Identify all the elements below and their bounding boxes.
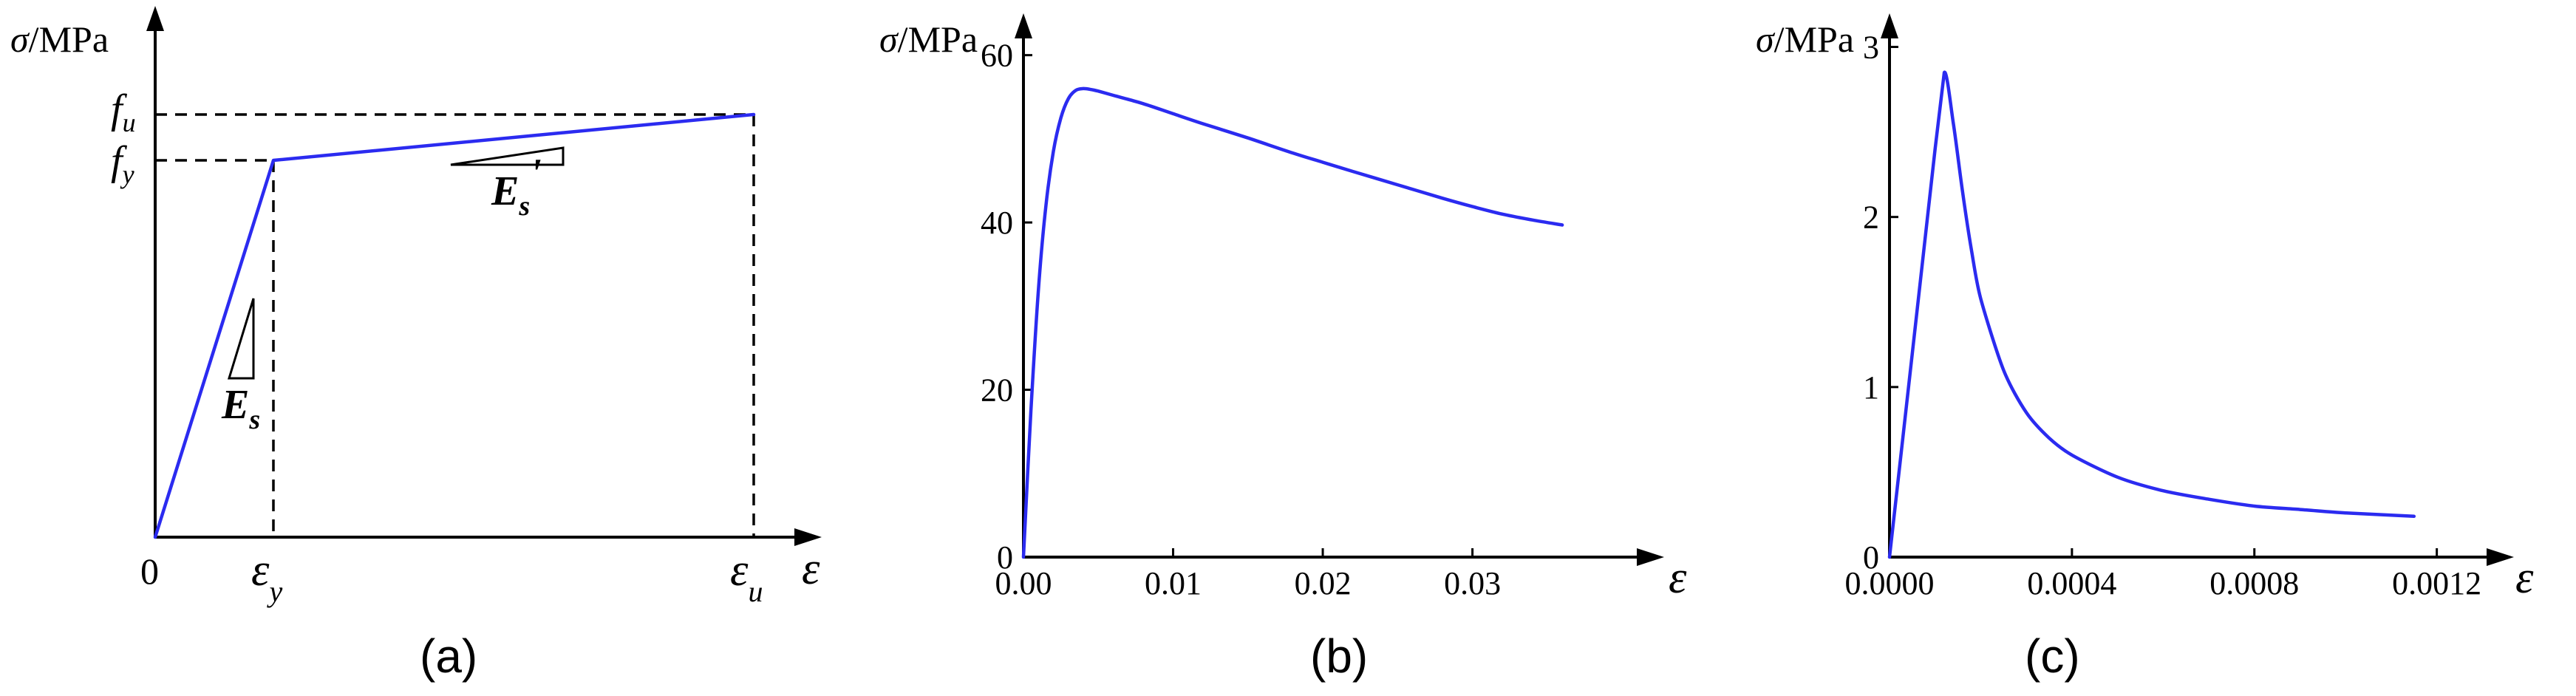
- panel-a-Es-prime-label: Es': [491, 151, 542, 222]
- panel-b: 0.00 0.01 0.02 0.03 0 20 40 60 σ/MPa ε (b): [879, 13, 1687, 683]
- panel-c-x-axis-label: ε: [2515, 553, 2534, 603]
- x-tick-label: 0.00: [995, 565, 1052, 601]
- panel-c-x-axis-arrow: [2487, 548, 2514, 566]
- panel-c-y-axis-arrow: [1881, 13, 1898, 38]
- y-tick-label: 3: [1863, 30, 1879, 66]
- panel-c-ticks: 0.0000 0.0004 0.0008 0.0012 0 1 2 3: [1845, 30, 2482, 601]
- y-tick-label: 0: [1863, 539, 1879, 576]
- y-tick-label: 2: [1863, 199, 1879, 236]
- y-tick-label: 40: [981, 205, 1013, 241]
- panel-a-label: (a): [420, 630, 477, 683]
- panel-a-y-axis-arrow: [146, 6, 164, 31]
- x-tick-label: 0.0012: [2392, 565, 2481, 601]
- panel-a-origin-label: 0: [140, 550, 159, 592]
- panel-c-label: (c): [2025, 630, 2080, 683]
- panel-a-bilinear-curve: [153, 112, 756, 539]
- panel-b-curve: [1021, 86, 1564, 559]
- y-tick-label: 60: [981, 38, 1013, 74]
- panel-a-eu-label: εu: [730, 545, 763, 608]
- x-tick-label: 0.0000: [1845, 565, 1935, 601]
- panel-a-ey-label: εy: [251, 545, 282, 608]
- panel-b-y-axis-arrow: [1015, 13, 1032, 38]
- x-tick-label: 0.01: [1145, 565, 1202, 601]
- panel-b-y-axis-label: σ/MPa: [879, 18, 978, 60]
- panel-a-Es-prime-slope-triangle: [450, 146, 565, 166]
- y-tick-label: 1: [1863, 369, 1879, 406]
- panel-c: 0.0000 0.0004 0.0008 0.0012 0 1 2 3 σ/MPa ε (c): [1756, 13, 2534, 683]
- panel-a-Es-slope-triangle: [227, 298, 255, 380]
- panel-a-fy-label: fy: [111, 138, 134, 189]
- y-tick-label: 0: [997, 539, 1013, 576]
- panel-a-Es-label: Es: [221, 382, 260, 435]
- panel-b-label: (b): [1310, 630, 1368, 683]
- panel-a-y-axis-label: σ/MPa: [10, 18, 109, 60]
- x-tick-label: 0.03: [1444, 565, 1501, 601]
- panel-c-y-axis-label: σ/MPa: [1756, 18, 1854, 60]
- panel-b-ticks: 0.00 0.01 0.02 0.03 0 20 40 60: [981, 38, 1501, 601]
- panel-b-x-axis-arrow: [1637, 548, 1664, 566]
- x-tick-label: 0.02: [1295, 565, 1352, 601]
- panel-a: σ/MPa fu fy 0 εy εu ε Es Es' (a): [10, 6, 822, 683]
- panel-a-x-axis-label: ε: [802, 544, 820, 594]
- y-tick-label: 20: [981, 372, 1013, 409]
- panel-c-curve: [1887, 70, 2416, 559]
- panel-b-x-axis-label: ε: [1669, 553, 1687, 603]
- x-tick-label: 0.0004: [2027, 565, 2116, 601]
- panel-a-x-axis-arrow: [794, 528, 822, 546]
- panel-a-fu-label: fu: [111, 86, 136, 137]
- x-tick-label: 0.0008: [2209, 565, 2299, 601]
